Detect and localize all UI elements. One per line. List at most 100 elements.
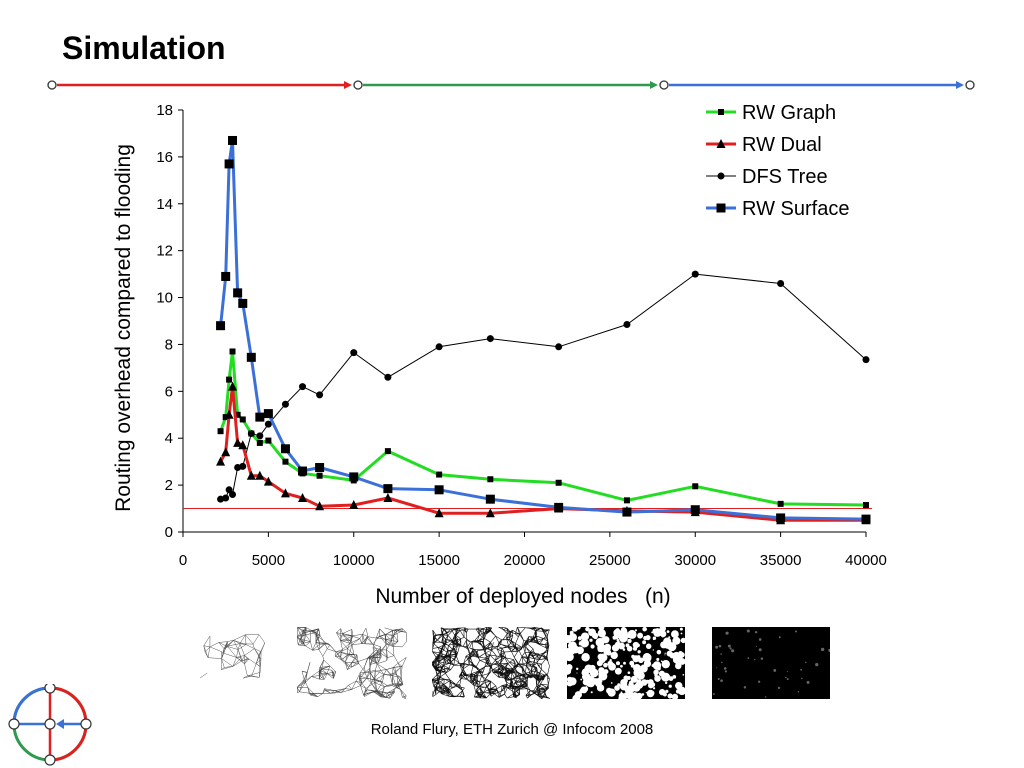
legend-label: DFS Tree <box>742 166 828 188</box>
data-point <box>349 500 359 510</box>
legend-entry: RW Graph <box>706 102 836 124</box>
data-point <box>315 501 325 511</box>
data-point <box>217 428 224 435</box>
x-tick-label: 25000 <box>589 552 631 569</box>
x-tick-label: 40000 <box>845 552 887 569</box>
timeline-node <box>47 80 57 90</box>
data-point <box>256 432 264 440</box>
y-axis-label: Routing overhead compared to flooding <box>112 144 135 512</box>
y-tick-label: 0 <box>165 524 173 541</box>
progress-timeline <box>47 80 975 90</box>
x-tick-label: 35000 <box>760 552 802 569</box>
data-point <box>216 321 226 331</box>
data-point <box>228 135 238 145</box>
network-thumbnail-dense <box>567 627 685 699</box>
data-point <box>238 298 248 308</box>
slide-footer: Roland Flury, ETH Zurich @ Infocom 2008 <box>370 721 654 738</box>
data-point <box>234 411 241 418</box>
slide-title: Simulation <box>62 30 226 66</box>
data-point <box>487 476 494 483</box>
y-tick-label: 14 <box>156 196 173 213</box>
data-point <box>229 348 236 355</box>
timeline-arrow-icon <box>956 81 964 89</box>
data-point <box>622 507 632 517</box>
x-tick-label: 5000 <box>252 552 285 569</box>
data-point <box>282 458 289 465</box>
timeline-node <box>353 80 363 90</box>
data-point <box>554 502 564 512</box>
data-point <box>298 466 308 476</box>
y-tick-label: 10 <box>156 290 173 307</box>
legend-label: RW Surface <box>742 198 849 220</box>
data-point <box>384 448 391 455</box>
eth-logo-icon <box>8 684 92 766</box>
x-tick-label: 30000 <box>674 552 716 569</box>
y-tick-label: 4 <box>165 430 173 447</box>
data-point <box>281 400 289 408</box>
network-thumbnail-light <box>297 627 407 699</box>
data-point <box>265 437 272 444</box>
data-point <box>221 271 231 281</box>
data-point <box>222 494 230 502</box>
data-point <box>316 391 324 399</box>
data-point <box>263 409 273 419</box>
data-point <box>316 472 323 479</box>
data-point <box>229 490 237 498</box>
data-point <box>718 109 724 115</box>
data-point <box>263 476 273 486</box>
data-point <box>435 343 443 351</box>
timeline-arrow-icon <box>650 81 658 89</box>
series-line <box>219 350 867 507</box>
data-point <box>246 352 256 362</box>
data-point <box>246 470 256 480</box>
timeline-node <box>659 80 669 90</box>
x-tick-label: 15000 <box>418 552 460 569</box>
data-point <box>555 343 563 351</box>
data-point <box>434 508 444 518</box>
legend-entry: RW Dual <box>706 134 822 156</box>
data-point <box>228 381 238 391</box>
network-thumbnail-very-dense <box>712 627 830 699</box>
data-point <box>226 376 233 383</box>
data-point <box>486 335 494 343</box>
legend-label: RW Graph <box>742 102 836 124</box>
data-point <box>436 471 443 478</box>
y-tick-label: 18 <box>156 102 173 119</box>
legend-entry: DFS Tree <box>706 166 828 188</box>
data-point <box>255 470 265 480</box>
data-point <box>716 139 726 148</box>
data-point <box>863 502 869 509</box>
legend-label: RW Dual <box>742 134 822 156</box>
data-point <box>280 488 290 498</box>
data-point <box>239 462 247 470</box>
timeline-arrow-icon <box>344 81 352 89</box>
data-point <box>224 409 234 419</box>
data-point <box>861 514 871 524</box>
data-point <box>350 349 358 357</box>
data-point <box>349 472 359 482</box>
data-point <box>239 416 246 423</box>
data-point <box>298 493 308 503</box>
data-point <box>255 412 265 422</box>
data-point <box>623 497 630 504</box>
y-tick-label: 6 <box>165 383 173 400</box>
series-dfs-tree <box>217 270 870 503</box>
data-point <box>383 484 393 494</box>
data-point <box>256 439 263 446</box>
data-point <box>691 270 699 278</box>
data-point <box>485 508 495 518</box>
x-tick-label: 10000 <box>333 552 375 569</box>
data-point <box>777 279 785 287</box>
data-point <box>434 485 444 495</box>
data-point <box>216 456 226 466</box>
overhead-chart: 0 2 4 6 8 10 12 14 16 18 0 5000 10000 15000 20000 25000… <box>112 102 887 608</box>
data-point <box>233 437 243 447</box>
data-point <box>690 505 700 515</box>
data-point <box>716 203 726 213</box>
legend-entry: RW Surface <box>706 198 849 220</box>
data-point <box>384 373 392 381</box>
y-tick-label: 12 <box>156 243 173 260</box>
data-point <box>315 463 325 473</box>
x-tick-label: 0 <box>179 552 187 569</box>
y-tick-label: 8 <box>165 336 173 353</box>
